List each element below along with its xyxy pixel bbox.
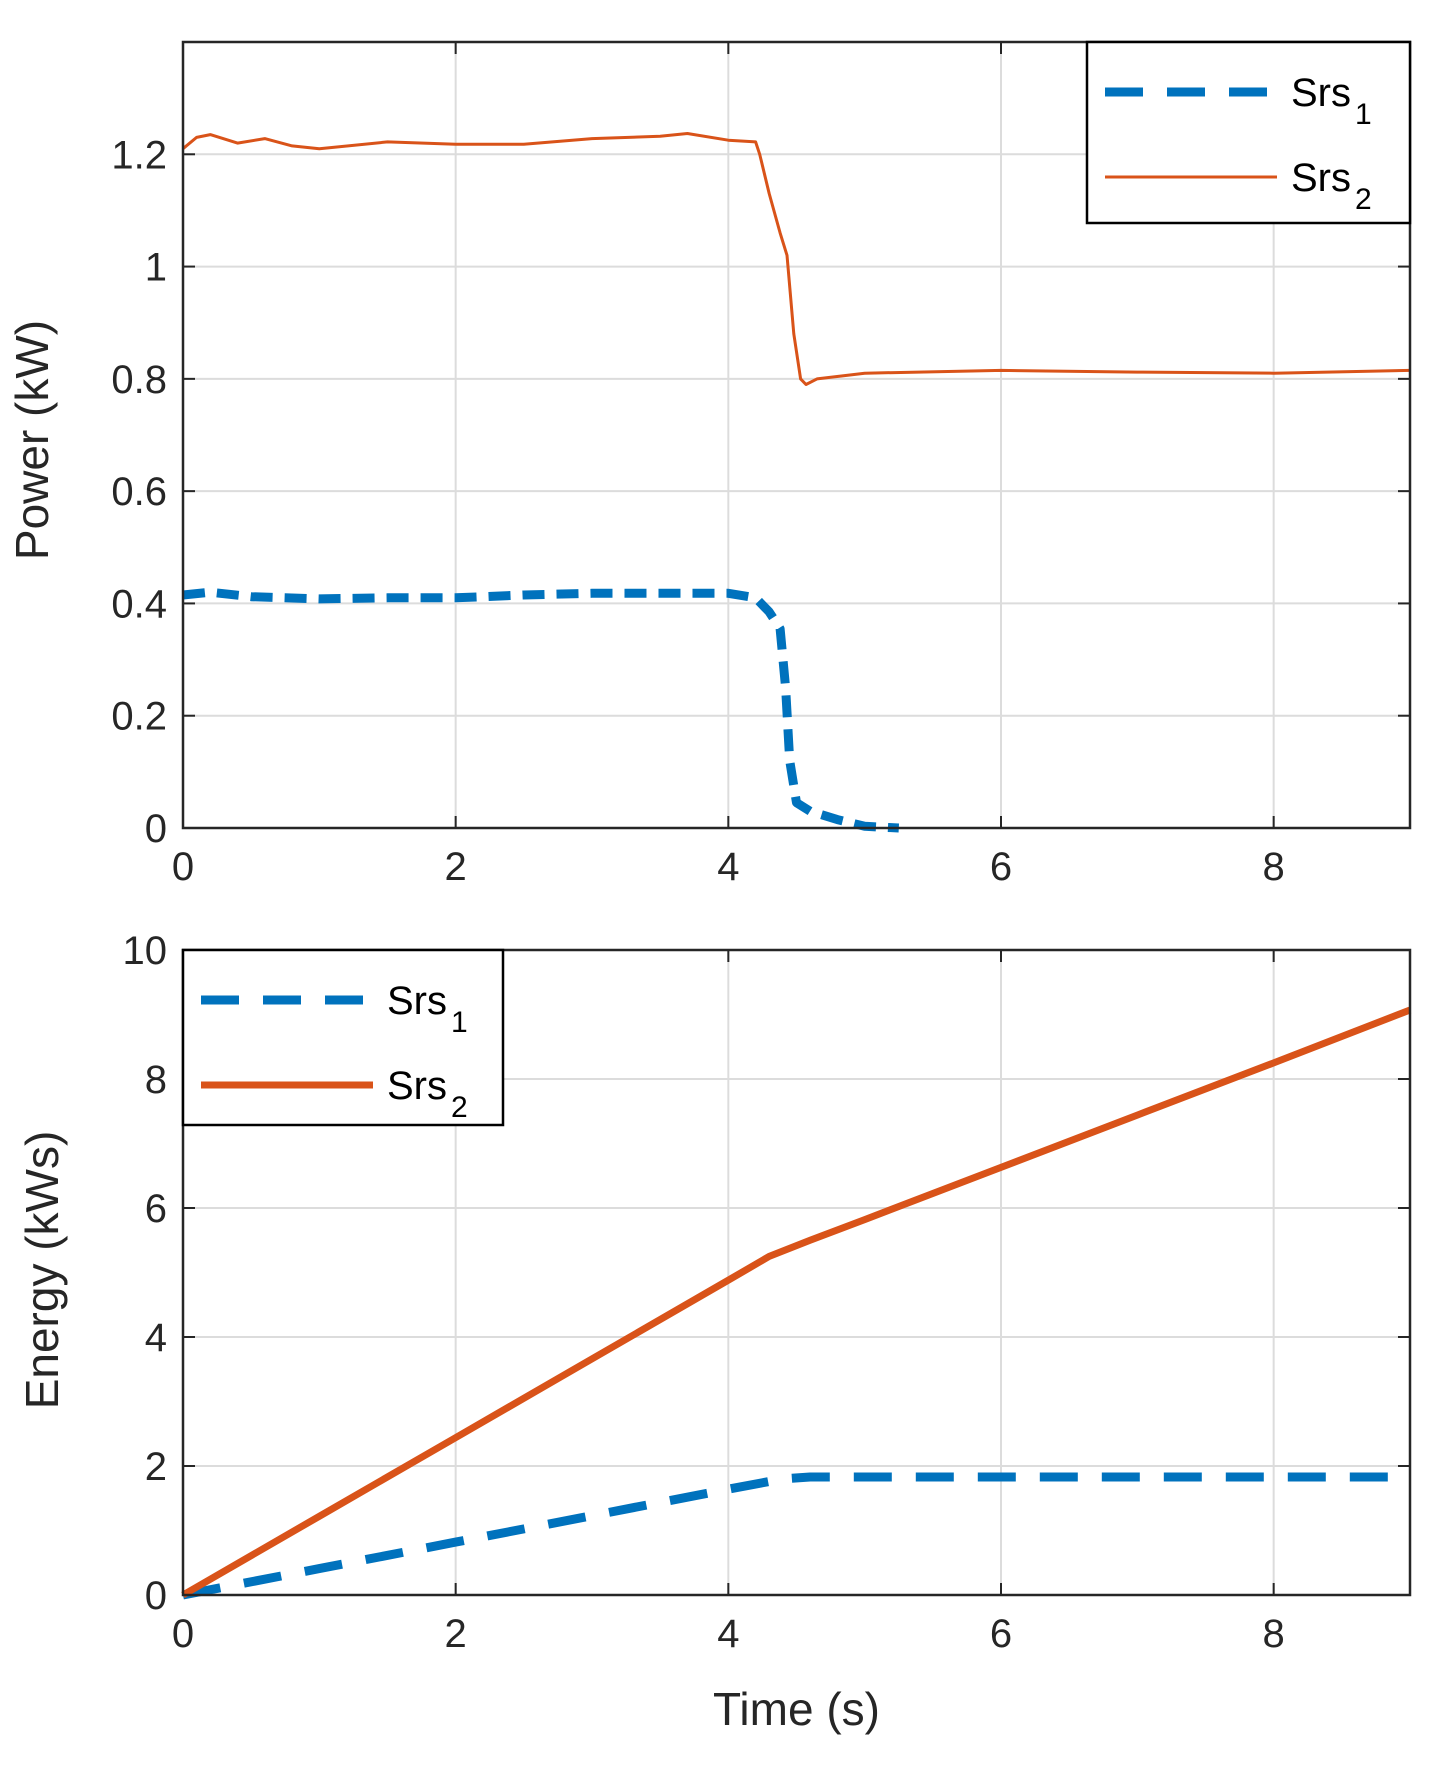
series-line-srs2: [182, 132, 1411, 386]
axes-box: [181, 40, 1412, 830]
y-tick-label: 0.8: [111, 358, 167, 402]
y-tick-label: 10: [123, 929, 168, 973]
y-axis-label: Energy (kWs): [16, 1131, 68, 1410]
legend-box: [1085, 40, 1412, 225]
y-tick-label: 1: [145, 246, 167, 290]
series-line-srs2: [181, 1006, 1412, 1599]
y-tick-label: 0: [145, 807, 167, 851]
legend-label-srs1: Srs 1: [1291, 71, 1372, 131]
legend-label-srs1: Srs 1: [387, 979, 468, 1039]
y-tick-label: 2: [145, 1445, 167, 1489]
x-tick-label: 6: [990, 845, 1012, 889]
legend-label-base: Srs: [1291, 71, 1351, 115]
series-line-srs1: [182, 587, 900, 833]
y-tick-label: 0: [145, 1574, 167, 1618]
x-axis-label: Time (s): [713, 1683, 880, 1735]
y-tick-label: 0.6: [111, 470, 167, 514]
legend-label-subscript: 2: [1355, 183, 1372, 216]
x-tick-label: 4: [717, 845, 739, 889]
legend-label-base: Srs: [387, 979, 447, 1023]
legend-label-subscript: 1: [1355, 98, 1372, 131]
x-tick-label: 2: [445, 845, 467, 889]
legend-label-srs2: Srs 2: [387, 1064, 468, 1124]
y-tick-label: 8: [145, 1058, 167, 1102]
y-axis-label: Power (kW): [6, 320, 58, 560]
legend-label-base: Srs: [387, 1064, 447, 1108]
x-tick-label: 2: [445, 1612, 467, 1656]
y-tick-label: 0.2: [111, 695, 167, 739]
x-tick-label: 0: [172, 1612, 194, 1656]
legend-label-subscript: 1: [451, 1006, 468, 1039]
series-line-srs1: [182, 1472, 1410, 1600]
y-tick-label: 1.2: [111, 133, 167, 177]
y-tick-label: 6: [145, 1187, 167, 1231]
legend-label-base: Srs: [1291, 156, 1351, 200]
x-tick-label: 6: [990, 1612, 1012, 1656]
legend-label-srs2: Srs 2: [1291, 156, 1372, 216]
legend-box: [181, 948, 505, 1127]
legend-label-subscript: 2: [451, 1091, 468, 1124]
x-tick-label: 8: [1263, 845, 1285, 889]
y-tick-label: 0.4: [111, 582, 167, 626]
axes-box: [181, 948, 1412, 1597]
x-tick-label: 4: [717, 1612, 739, 1656]
x-tick-label: 0: [172, 845, 194, 889]
y-tick-label: 4: [145, 1316, 167, 1360]
x-tick-label: 8: [1263, 1612, 1285, 1656]
